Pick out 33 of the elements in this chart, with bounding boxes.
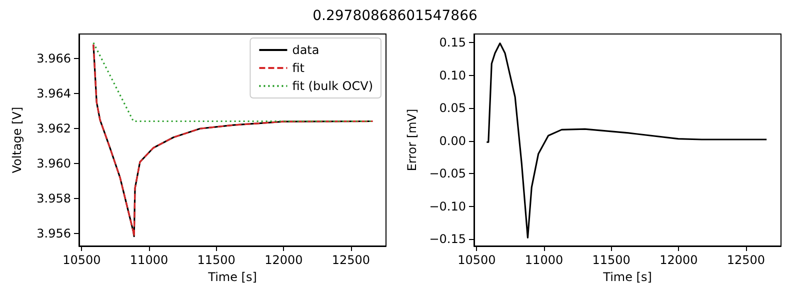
y-tick-label: 3.960 [36,156,71,171]
y-tick-label: 0.15 [439,36,466,50]
x-tick-label: 10500 [62,253,101,267]
y-tick-label: 3.962 [36,122,71,136]
x-tick-label: 12000 [264,253,303,267]
y-tick-label: −0.05 [429,166,466,181]
y-tick-label: 3.964 [36,86,71,101]
y-tick-label: 0.05 [439,101,466,116]
x-axis-title: Time [s] [207,270,257,284]
y-tick-label: 0.00 [439,134,466,148]
y-axis-title: Voltage [V] [10,106,24,174]
x-tick-label: 12000 [660,253,698,267]
x-tick-label: 10500 [458,253,496,267]
legend-label: fit [292,61,305,75]
x-tick-label: 11000 [524,253,564,267]
x-tick-label: 12500 [726,253,766,267]
legend-label: data [292,43,320,57]
y-tick-label: 0.10 [439,68,466,82]
y-tick-label: 3.956 [36,226,71,241]
x-tick-label: 12500 [332,253,370,267]
legend-label: fit (bulk OCV) [292,79,373,93]
y-tick-label: 3.958 [36,192,71,206]
x-axis-title: Time [s] [602,270,652,284]
chart-title: 0.29780868601547866 [312,8,478,24]
line-series [92,44,374,238]
y-tick-label: −0.10 [429,199,466,214]
y-axis-title: Error [mV] [405,108,419,172]
y-tick-label: −0.15 [429,232,466,246]
x-tick-label: 11000 [130,253,168,267]
x-tick-label: 11500 [197,253,236,267]
x-tick-label: 11500 [592,253,630,267]
line-series [486,42,768,238]
y-tick-label: 3.966 [36,52,71,66]
